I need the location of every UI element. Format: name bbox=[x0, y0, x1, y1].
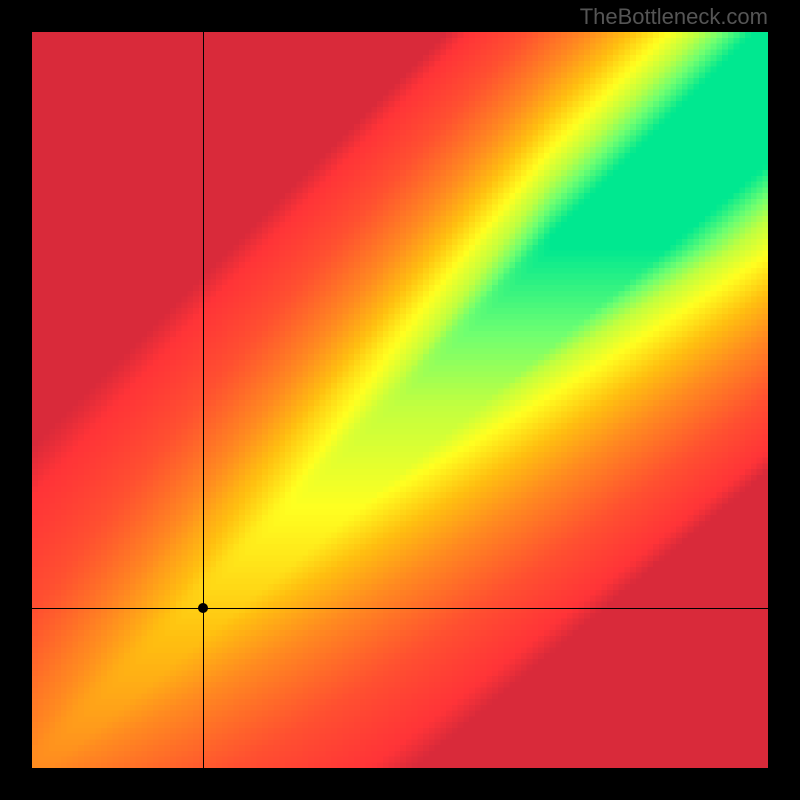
plot-area bbox=[32, 32, 768, 768]
selected-point-marker bbox=[198, 603, 208, 613]
watermark-text: TheBottleneck.com bbox=[580, 4, 768, 30]
crosshair-vertical bbox=[203, 32, 204, 768]
bottleneck-heatmap bbox=[32, 32, 768, 768]
crosshair-horizontal bbox=[32, 608, 768, 609]
